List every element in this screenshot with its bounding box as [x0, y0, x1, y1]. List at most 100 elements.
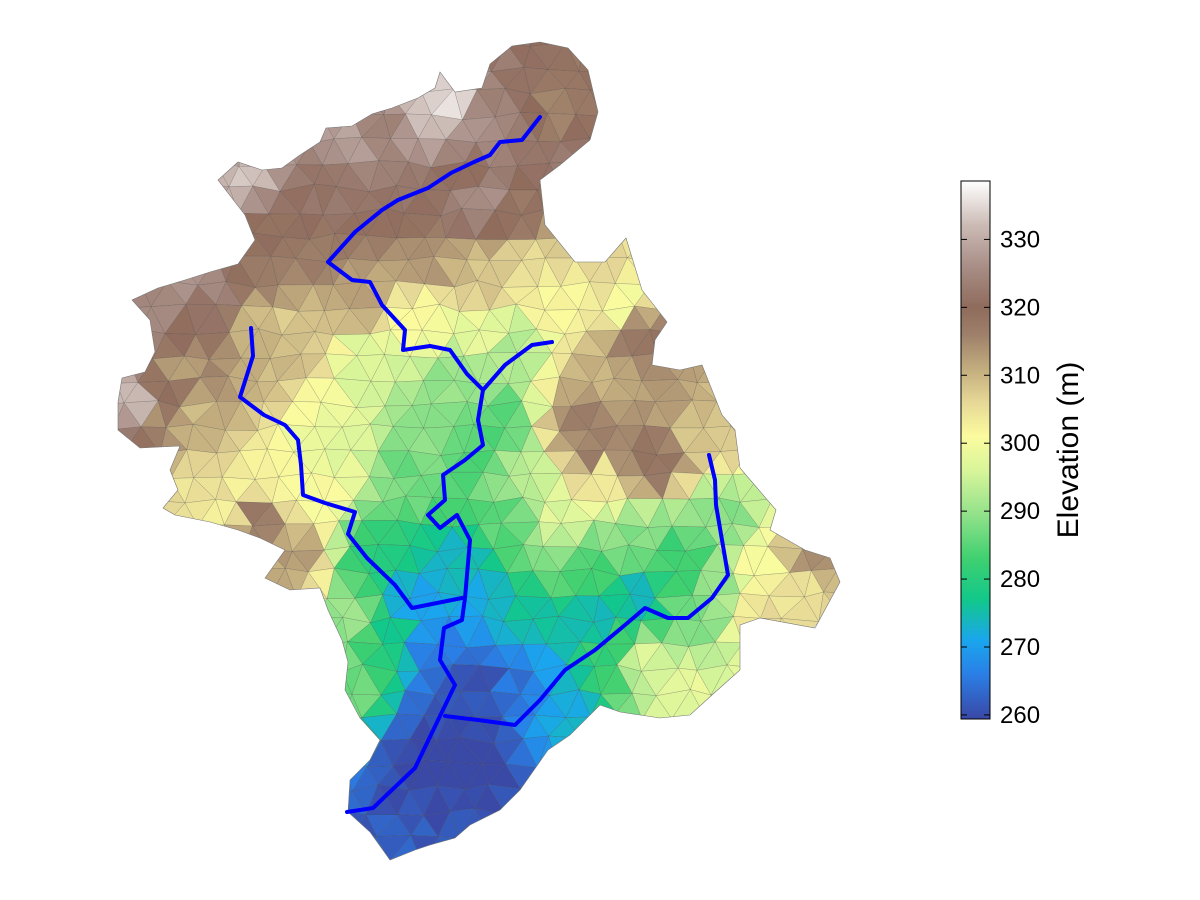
mesh-triangle	[252, 232, 284, 257]
mesh-triangle	[626, 498, 664, 529]
mesh-triangle	[333, 449, 370, 478]
mesh-triangle	[538, 501, 562, 524]
river-main-channel	[326, 115, 542, 814]
mesh-triangle	[616, 643, 642, 672]
mesh-triangle	[295, 499, 325, 525]
mesh-triangle	[503, 618, 534, 645]
colorbar-tick-label: 330	[1000, 226, 1040, 253]
mesh-triangle	[421, 67, 455, 93]
mesh-triangle	[606, 475, 628, 503]
mesh-triangle	[615, 523, 649, 546]
mesh-triangle	[643, 471, 672, 500]
mesh-triangle	[436, 526, 468, 553]
mesh-triangle	[342, 717, 363, 741]
mesh-triangle	[312, 261, 334, 286]
mesh-triangle	[493, 544, 524, 574]
mesh-triangle	[537, 141, 562, 164]
mesh-triangle	[466, 238, 490, 261]
mesh-triangle	[264, 139, 298, 167]
mesh-triangle	[314, 426, 343, 450]
mesh-triangle	[578, 309, 603, 332]
mesh-triangle	[466, 259, 490, 282]
mesh-triangle	[590, 473, 618, 503]
mesh-triangle	[403, 642, 439, 672]
mesh-triangle	[504, 87, 531, 113]
mesh-triangle	[521, 257, 546, 288]
mesh-triangle	[350, 87, 385, 116]
mesh-triangle	[347, 641, 384, 665]
mesh-triangle	[616, 425, 645, 451]
mesh-triangle	[268, 190, 301, 215]
mesh-triangle	[150, 303, 187, 334]
mesh-triangle	[389, 617, 422, 643]
mesh-triangle	[462, 116, 496, 143]
mesh-triangle	[310, 472, 335, 503]
mesh-triangle	[519, 788, 551, 811]
colorbar: 260 270 280 290 300 310 320 330 Elevation (m)	[960, 180, 1085, 729]
mesh-triangle	[125, 329, 154, 360]
triangular-mesh	[118, 42, 840, 860]
mesh-triangle	[238, 137, 266, 167]
mesh-triangle	[548, 160, 580, 190]
mesh-triangle	[300, 353, 327, 379]
mesh-triangle	[508, 668, 534, 695]
mesh-triangle	[254, 284, 279, 308]
mesh-triangle	[377, 450, 410, 479]
mesh-triangle	[529, 42, 567, 47]
mesh-triangle	[276, 377, 307, 402]
mesh-triangle	[494, 112, 521, 141]
mesh-triangle	[266, 448, 295, 478]
colorbar-tick-label: 320	[1000, 294, 1040, 321]
mesh-triangle	[347, 258, 379, 283]
mesh-triangle	[389, 598, 422, 622]
mesh-triangle	[641, 379, 679, 403]
mesh-triangle	[760, 618, 782, 648]
colorbar-title: Elevation (m)	[1052, 362, 1085, 539]
mesh-triangle	[616, 664, 642, 694]
mesh-triangle	[341, 423, 371, 451]
mesh-triangle	[224, 400, 259, 431]
mesh-triangle	[272, 284, 299, 312]
mesh-triangle	[312, 284, 334, 312]
mesh-triangle	[423, 403, 455, 429]
mesh-triangle	[241, 287, 274, 308]
mesh-triangle	[323, 764, 353, 792]
mesh-triangle	[600, 400, 636, 427]
mesh-triangle	[215, 304, 243, 334]
mesh-triangle	[478, 329, 510, 354]
mesh-triangle	[508, 473, 531, 498]
mesh-triangle	[225, 281, 256, 307]
mesh-triangle	[560, 519, 595, 548]
mesh-triangle	[649, 329, 679, 354]
mesh-triangle	[677, 667, 698, 691]
mesh-triangle	[448, 471, 484, 500]
mesh-triangle	[453, 311, 480, 335]
mesh-triangle	[320, 401, 357, 428]
mesh-triangle	[494, 450, 522, 477]
mesh-triangle	[593, 664, 618, 695]
mesh-triangle	[167, 262, 199, 286]
colorbar-tick-label: 310	[1000, 362, 1040, 389]
mesh-triangle	[489, 303, 517, 334]
mesh-triangle	[570, 401, 602, 431]
river-east-tributary	[481, 340, 554, 392]
mesh-triangle	[270, 255, 297, 286]
mesh-triangle	[478, 568, 508, 600]
mesh-triangle	[407, 256, 435, 285]
mesh-triangle	[575, 429, 605, 452]
mesh-triangle	[382, 495, 407, 521]
mesh-triangle	[613, 355, 643, 382]
mesh-triangle	[341, 407, 371, 428]
mesh-triangle	[768, 595, 806, 619]
colorbar-gradient	[960, 180, 991, 720]
mesh-triangle	[208, 357, 242, 377]
mesh-triangle	[152, 355, 185, 382]
mesh-triangle	[643, 549, 677, 573]
mesh-triangle	[445, 119, 477, 143]
mesh-triangle	[710, 688, 745, 717]
mesh-triangle	[118, 351, 139, 384]
mesh-triangle	[544, 309, 579, 335]
mesh-triangle	[489, 691, 521, 718]
mesh-triangle	[342, 597, 372, 624]
